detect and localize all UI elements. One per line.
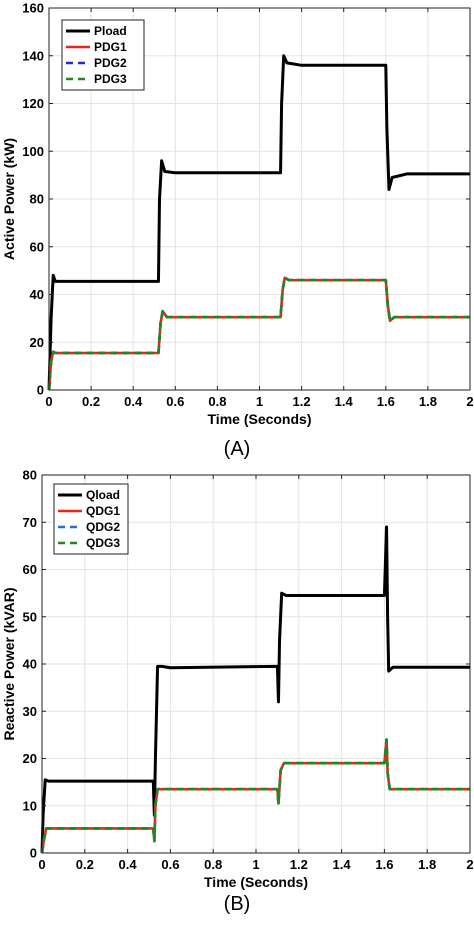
legend: Pload PDG1 PDG2 PDG3 (61, 19, 145, 91)
x-tick-label: 1.2 (290, 857, 308, 872)
y-tick-label: 20 (30, 335, 44, 350)
x-tick-label: 1.6 (375, 857, 393, 872)
y-tick-label: 80 (23, 468, 37, 483)
series-line-qload (40, 525, 470, 854)
y-tick-label: 140 (22, 48, 44, 63)
y-tick-label: 60 (23, 562, 37, 577)
panel-caption: (A) (224, 438, 251, 460)
y-tick-label: 50 (23, 609, 37, 624)
x-tick-label: 0.4 (119, 857, 138, 872)
legend-item-pdg1: PDG1 (66, 40, 127, 54)
legend-label: PDG3 (94, 72, 127, 86)
x-tick-label: 1 (256, 394, 263, 409)
x-tick-label: 0 (45, 394, 52, 409)
legend-label: Pload (94, 24, 127, 38)
y-tick-label: 70 (23, 515, 37, 530)
legend-item-qdg3: QDG3 (58, 536, 120, 550)
legend-item-qload: Qload (58, 488, 120, 502)
reactive-power-chart: 0 0.2 0.4 0.6 0.8 1 1.2 1.4 1.6 1.8 20102030405060… (1, 468, 474, 916)
x-tick-label: 0.2 (76, 857, 94, 872)
y-tick-label: 60 (30, 239, 44, 254)
series-line-pdg3 (47, 276, 470, 391)
series-group (40, 525, 470, 854)
x-tick-label: 1.4 (333, 857, 352, 872)
x-tick-label: 0 (38, 857, 45, 872)
y-tick-label: 80 (30, 192, 44, 207)
x-tick-label: 1.6 (377, 394, 395, 409)
y-tick-label: 120 (22, 96, 44, 111)
y-tick-label: 0 (37, 383, 44, 398)
x-tick-label: 1.8 (419, 394, 437, 409)
legend-item-qdg1: QDG1 (58, 504, 120, 518)
y-tick-label: 30 (23, 704, 37, 719)
y-tick-label: 40 (23, 657, 37, 672)
legend-label: QDG2 (86, 520, 120, 534)
series-line-qdg3 (40, 738, 470, 854)
series-line-pload (47, 54, 470, 391)
legend-item-pdg3: PDG3 (66, 72, 127, 86)
legend-item-pload: Pload (66, 24, 127, 38)
y-tick-label: 0 (30, 846, 37, 861)
y-tick-label: 160 (22, 1, 44, 16)
y-axis-label: Reactive Power (kVAR) (1, 587, 17, 740)
series-group (47, 54, 470, 391)
legend-item-qdg2: QDG2 (58, 520, 120, 534)
y-tick-label: 100 (22, 144, 44, 159)
legend-item-pdg2: PDG2 (66, 56, 127, 70)
x-tick-label: 1.8 (418, 857, 436, 872)
legend-label: PDG1 (94, 40, 127, 54)
x-tick-label: 1 (252, 857, 259, 872)
x-tick-label: 0.8 (204, 857, 222, 872)
active-power-chart: 0 0.2 0.4 0.6 0.8 1 1.2 1.4 1.6 1.8 20204060801001… (1, 1, 474, 461)
x-tick-label: 0.6 (161, 857, 179, 872)
y-axis-label: Active Power (kW) (1, 138, 17, 260)
x-axis-label: Time (Seconds) (208, 411, 312, 427)
y-tick-label: 10 (23, 798, 37, 813)
x-tick-label: 0.2 (82, 394, 100, 409)
panel-caption: (B) (224, 893, 251, 915)
x-axis-label: Time (Seconds) (204, 874, 308, 890)
legend: Qload QDG1 QDG2 QDG3 (53, 483, 129, 555)
legend-label: PDG2 (94, 56, 127, 70)
x-tick-label: 1.4 (335, 394, 354, 409)
y-tick-label: 20 (23, 751, 37, 766)
legend-label: QDG1 (86, 504, 120, 518)
y-tick-label: 40 (30, 287, 44, 302)
legend-label: Qload (86, 488, 120, 502)
x-tick-label: 0.6 (166, 394, 184, 409)
x-tick-label: 1.2 (293, 394, 311, 409)
x-tick-label: 0.8 (208, 394, 226, 409)
x-tick-label: 2 (466, 394, 473, 409)
x-tick-label: 0.4 (124, 394, 143, 409)
legend-label: QDG3 (86, 536, 120, 550)
x-tick-label: 2 (466, 857, 473, 872)
